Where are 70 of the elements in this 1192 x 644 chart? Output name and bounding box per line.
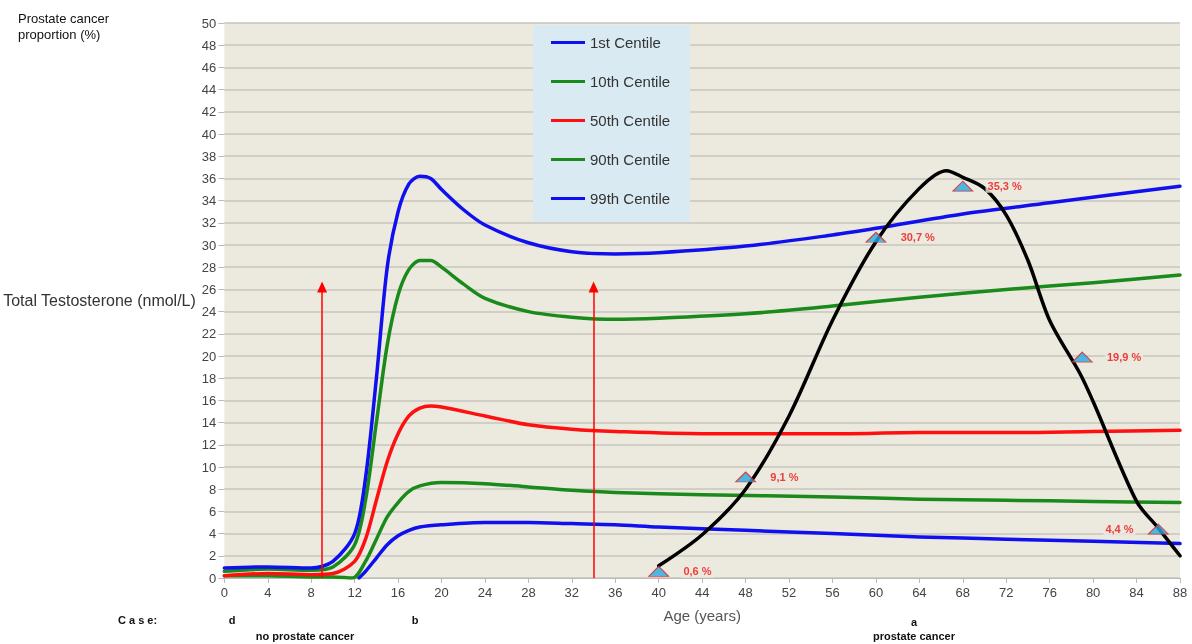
- legend-label: 10th Centile: [590, 73, 671, 90]
- text: prostate cancer: [873, 630, 956, 642]
- y-tick-label: 12: [201, 437, 217, 453]
- x-tick-label: 52: [781, 585, 797, 600]
- data-label: 0,6 %: [683, 565, 712, 578]
- legend-label: 50th Centile: [590, 112, 671, 129]
- y-tick-label: 20: [201, 348, 217, 364]
- y-tick-label: 42: [201, 104, 217, 120]
- x-tick-label: 12: [347, 585, 362, 600]
- x-tick-label: 36: [608, 585, 623, 600]
- data-label: 30,7 %: [900, 231, 936, 244]
- x-tick-label: 56: [825, 585, 840, 600]
- text: no prostate cancer: [255, 630, 355, 642]
- legend-label: 1st Centile: [590, 34, 661, 51]
- y-tick-label: 10: [201, 459, 217, 475]
- text: a: [910, 616, 918, 628]
- y-tick-label: 6: [209, 503, 217, 519]
- y-tick-label: 4: [209, 526, 217, 542]
- x-tick-label: 88: [1172, 585, 1188, 600]
- x-tick-label: 48: [738, 585, 753, 600]
- y-tick-label: 2: [209, 548, 217, 564]
- legend-label: 99th Centile: [590, 190, 671, 207]
- data-label: 4,4 %: [1105, 523, 1134, 536]
- x-tick-label: 60: [868, 585, 884, 600]
- x-tick-label: 72: [999, 585, 1014, 600]
- x-tick-label: 80: [1085, 585, 1101, 600]
- y-tick-label: 30: [201, 237, 217, 253]
- y-tick-label: 16: [201, 392, 217, 408]
- x-tick-label: 44: [694, 585, 710, 600]
- y-tick-label: 18: [201, 370, 217, 386]
- y-tick-label: 48: [201, 37, 217, 53]
- data-label: 9,1 %: [770, 470, 799, 483]
- y-tick-label: 24: [201, 304, 217, 320]
- line-series: [357, 520, 1182, 580]
- x-tick-label: 40: [651, 585, 666, 600]
- x-tick-label: 68: [955, 585, 971, 600]
- y-tick-label: 14: [201, 415, 217, 431]
- y-tick-label: 38: [201, 148, 217, 164]
- x-tick-label: 0: [220, 585, 228, 600]
- y-tick-label: 8: [209, 481, 217, 497]
- y-tick-label: 40: [201, 126, 217, 142]
- x-tick-label: 84: [1129, 585, 1144, 600]
- x-tick-label: 32: [564, 585, 580, 600]
- x-tick-label: 8: [307, 585, 315, 600]
- y-tick-label: 0: [209, 570, 217, 586]
- y-tick-label: 50: [201, 15, 217, 31]
- text: C a s e:: [118, 614, 158, 626]
- y-tick-label: 32: [201, 215, 217, 231]
- x-tick-label: 24: [477, 585, 493, 600]
- text: b: [411, 614, 419, 626]
- x-tick-label: 4: [264, 585, 272, 600]
- x-tick-label: 20: [434, 585, 449, 600]
- y-tick-label: 36: [201, 170, 217, 186]
- data-label: 35,3 %: [987, 180, 1022, 193]
- text: d: [228, 614, 236, 626]
- x-tick-label: 16: [390, 585, 406, 600]
- y-tick-label: 28: [201, 259, 217, 275]
- data-label: 19,9 %: [1106, 351, 1142, 364]
- x-tick-label: 76: [1042, 585, 1057, 600]
- y-tick-label: 26: [201, 281, 217, 297]
- y-tick-label: 44: [201, 82, 217, 98]
- legend-label: 90th Centile: [590, 151, 671, 168]
- y-tick-label: 34: [201, 193, 217, 209]
- y-tick-label: 46: [201, 59, 217, 75]
- x-tick-label: 28: [521, 585, 536, 600]
- y-tick-label: 22: [201, 326, 217, 342]
- y-axis-title: Total Testosterone (nmol/L): [3, 292, 196, 309]
- x-tick-label: 64: [912, 585, 927, 600]
- x-axis-title: Age (years): [663, 607, 741, 624]
- text: Prostate cancer proportion (%): [18, 10, 113, 42]
